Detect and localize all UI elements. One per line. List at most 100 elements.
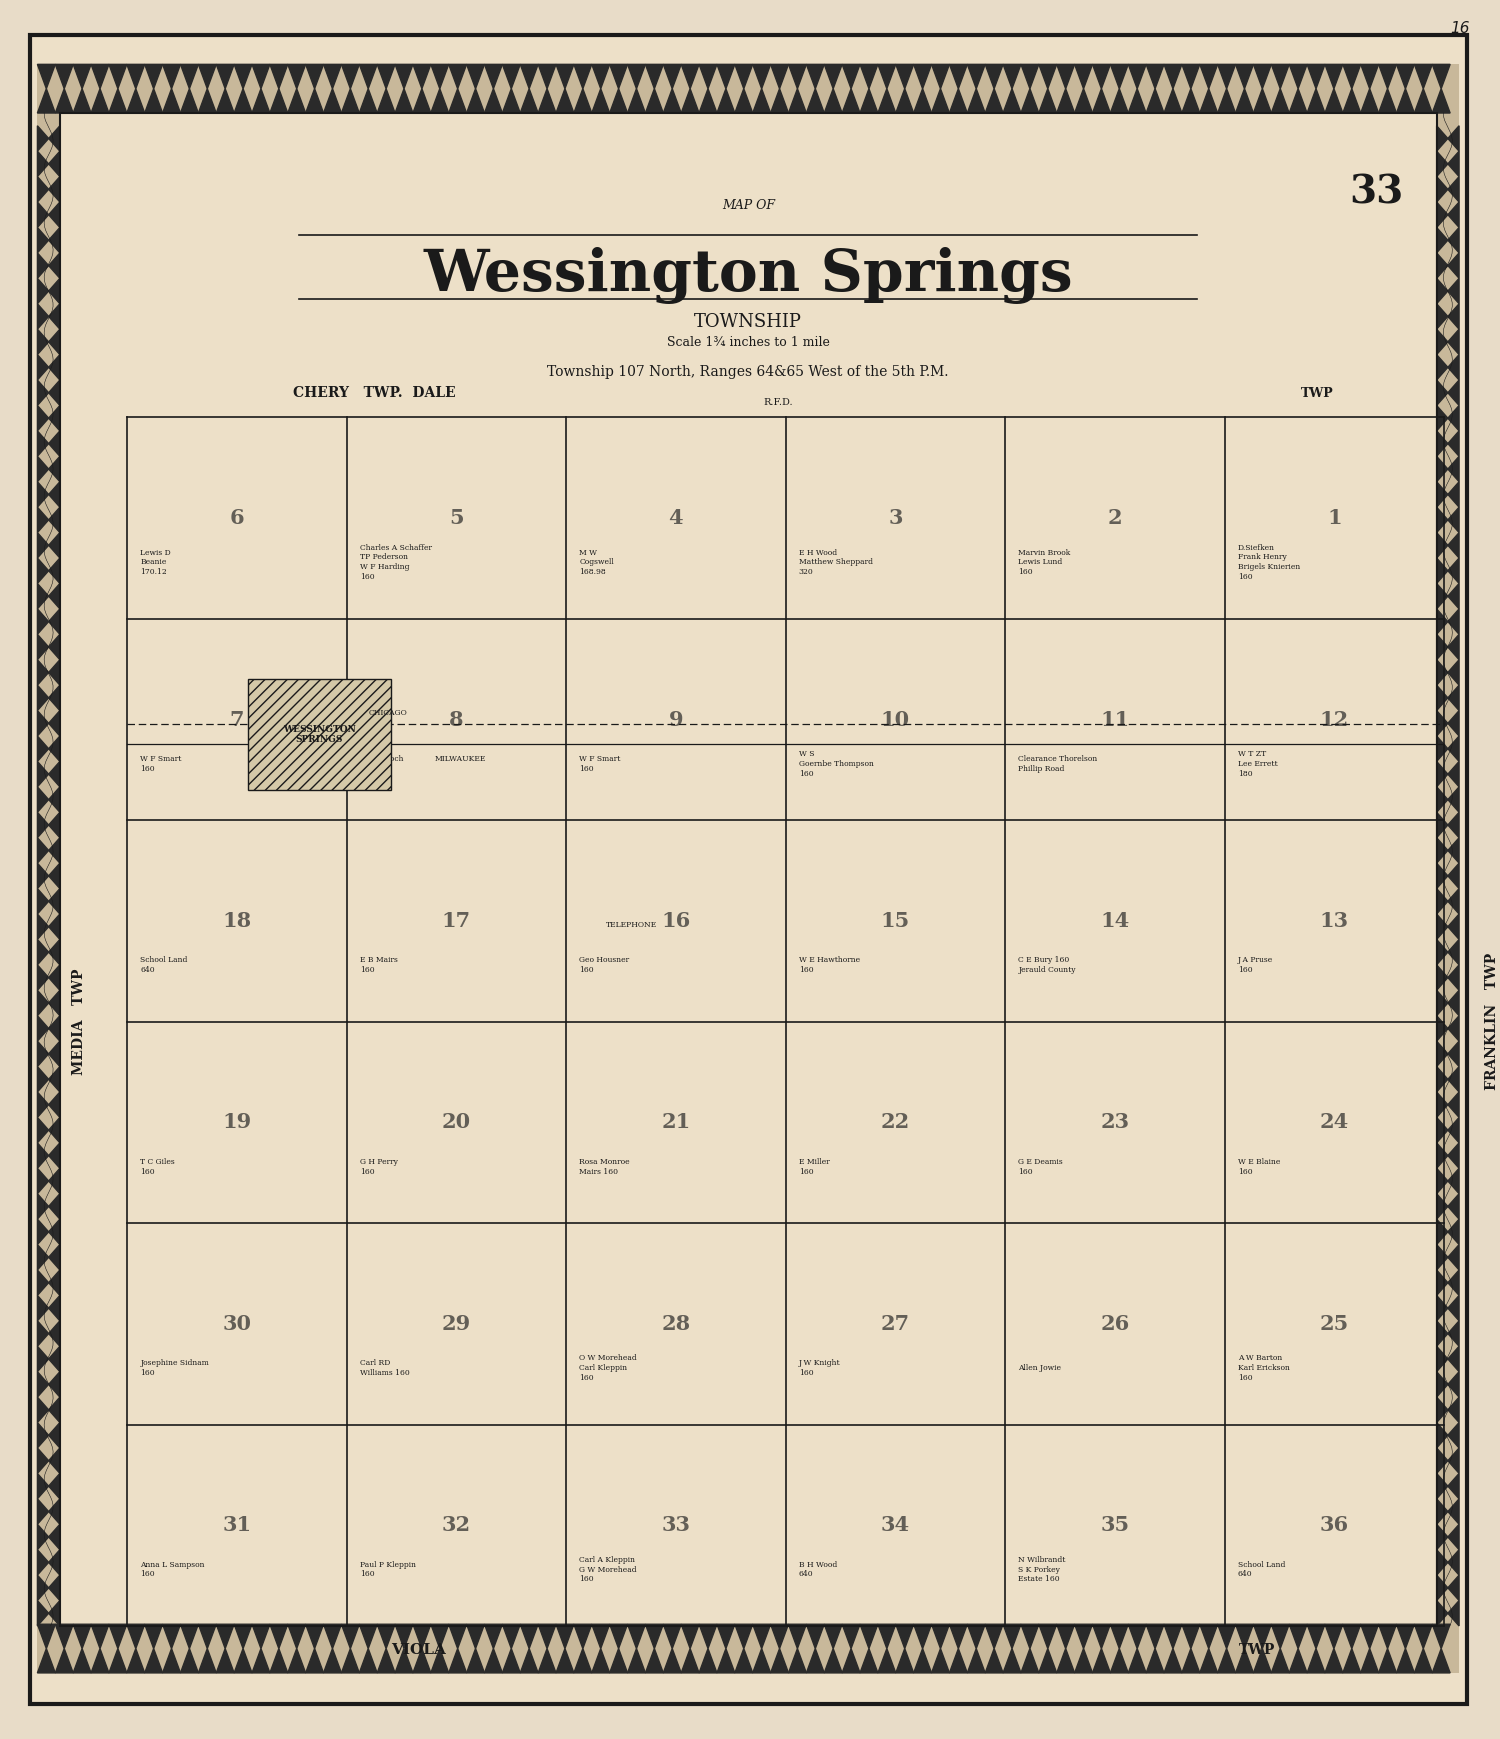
Polygon shape — [38, 381, 48, 405]
Polygon shape — [663, 64, 681, 89]
Polygon shape — [1396, 1624, 1414, 1649]
Polygon shape — [128, 64, 144, 89]
Polygon shape — [1074, 89, 1092, 113]
Polygon shape — [1378, 64, 1396, 89]
Polygon shape — [38, 1600, 48, 1626]
Polygon shape — [48, 405, 60, 431]
Polygon shape — [1437, 456, 1448, 482]
Polygon shape — [270, 1649, 288, 1673]
Polygon shape — [48, 989, 60, 1016]
Text: Josephine Sidnam
160: Josephine Sidnam 160 — [141, 1360, 208, 1377]
Text: 18: 18 — [222, 911, 252, 930]
Polygon shape — [1448, 1322, 1460, 1346]
Polygon shape — [1272, 1649, 1288, 1673]
Polygon shape — [842, 89, 860, 113]
Polygon shape — [48, 838, 60, 863]
Polygon shape — [842, 1649, 860, 1673]
Polygon shape — [1164, 89, 1182, 113]
Polygon shape — [1288, 64, 1306, 89]
Polygon shape — [38, 1245, 48, 1269]
Polygon shape — [162, 1649, 180, 1673]
Polygon shape — [48, 1016, 60, 1042]
Polygon shape — [38, 838, 48, 863]
Polygon shape — [1437, 889, 1448, 915]
Polygon shape — [1437, 1423, 1448, 1449]
Polygon shape — [288, 64, 306, 89]
Text: G E Deamis
160: G E Deamis 160 — [1019, 1158, 1064, 1176]
Polygon shape — [1396, 89, 1414, 113]
Polygon shape — [1448, 659, 1460, 685]
Polygon shape — [1448, 838, 1460, 863]
Polygon shape — [556, 64, 574, 89]
Polygon shape — [1448, 405, 1460, 431]
Polygon shape — [1056, 1649, 1074, 1673]
Polygon shape — [789, 89, 807, 113]
Polygon shape — [48, 1423, 60, 1449]
Polygon shape — [92, 1649, 110, 1673]
Text: 5: 5 — [448, 508, 464, 529]
Polygon shape — [38, 812, 48, 838]
Polygon shape — [717, 1649, 735, 1673]
Text: 12: 12 — [1320, 710, 1348, 730]
Text: 2: 2 — [1107, 508, 1122, 529]
Text: 7: 7 — [230, 710, 244, 730]
Polygon shape — [1200, 64, 1218, 89]
Polygon shape — [1272, 64, 1288, 89]
Text: TELEPHONE: TELEPHONE — [606, 922, 657, 929]
Polygon shape — [1004, 64, 1022, 89]
Polygon shape — [914, 64, 932, 89]
Polygon shape — [48, 1296, 60, 1322]
Text: Paul P Kleppin
160: Paul P Kleppin 160 — [360, 1560, 416, 1579]
Polygon shape — [896, 1624, 914, 1649]
Text: Wessington Springs: Wessington Springs — [423, 247, 1072, 304]
Polygon shape — [1448, 228, 1460, 252]
Polygon shape — [574, 89, 592, 113]
Polygon shape — [48, 278, 60, 304]
Polygon shape — [413, 89, 430, 113]
Polygon shape — [56, 1624, 74, 1649]
Polygon shape — [1448, 1092, 1460, 1118]
Polygon shape — [538, 1624, 556, 1649]
Polygon shape — [1324, 89, 1342, 113]
Polygon shape — [342, 1649, 360, 1673]
Polygon shape — [1437, 1193, 1448, 1219]
Polygon shape — [1437, 1245, 1448, 1269]
Polygon shape — [699, 89, 717, 113]
Polygon shape — [56, 64, 74, 89]
Polygon shape — [38, 1143, 48, 1169]
Polygon shape — [1448, 1549, 1460, 1576]
Polygon shape — [1448, 1169, 1460, 1193]
Polygon shape — [1448, 381, 1460, 405]
Polygon shape — [74, 64, 92, 89]
Polygon shape — [1448, 609, 1460, 635]
Polygon shape — [520, 89, 538, 113]
Polygon shape — [824, 89, 842, 113]
Polygon shape — [1437, 1396, 1448, 1423]
Text: Scale 1¾ inches to 1 mile: Scale 1¾ inches to 1 mile — [668, 336, 830, 348]
Polygon shape — [609, 1649, 627, 1673]
Polygon shape — [789, 64, 807, 89]
Polygon shape — [1448, 1423, 1460, 1449]
Polygon shape — [38, 355, 48, 381]
Polygon shape — [1448, 558, 1460, 584]
Polygon shape — [38, 228, 48, 252]
Text: MAP OF: MAP OF — [722, 200, 774, 212]
Polygon shape — [1448, 863, 1460, 889]
Polygon shape — [1437, 304, 1448, 329]
Polygon shape — [48, 1449, 60, 1473]
Polygon shape — [1432, 1649, 1450, 1673]
Polygon shape — [1218, 1624, 1236, 1649]
Polygon shape — [1324, 1649, 1342, 1673]
Polygon shape — [859, 64, 877, 89]
Polygon shape — [932, 64, 950, 89]
Polygon shape — [1437, 125, 1448, 151]
Polygon shape — [609, 64, 627, 89]
Polygon shape — [48, 889, 60, 915]
Polygon shape — [538, 89, 556, 113]
Polygon shape — [128, 1624, 144, 1649]
Polygon shape — [896, 64, 914, 89]
Text: MEDIA   TWP: MEDIA TWP — [72, 969, 87, 1075]
Polygon shape — [1004, 89, 1022, 113]
Polygon shape — [48, 1269, 60, 1296]
Polygon shape — [342, 1624, 360, 1649]
